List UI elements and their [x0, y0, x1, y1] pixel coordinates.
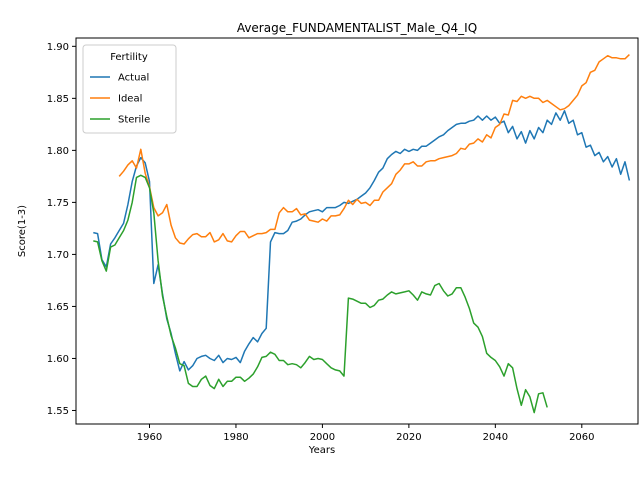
plot-frame [75, 37, 639, 425]
series-line-sterile [93, 174, 548, 414]
legend: Fertility Actual Ideal Sterile [82, 44, 177, 134]
x-tick-label: 2040 [483, 432, 508, 443]
y-tick-label: 1.90 [47, 42, 69, 53]
legend-label-ideal: Ideal [118, 94, 142, 105]
y-tick-label: 1.60 [47, 354, 69, 365]
y-tick-label: 1.65 [47, 302, 69, 313]
legend-entries: Actual Ideal Sterile [90, 73, 150, 126]
y-tick-label: 1.55 [47, 406, 69, 417]
y-axis: 1.55 1.60 1.65 1.70 1.75 1.80 1.85 1.90 [47, 42, 76, 417]
y-tick-label: 1.70 [47, 250, 69, 261]
x-tick-label: 1980 [223, 432, 248, 443]
legend-label-sterile: Sterile [118, 115, 150, 126]
y-tick-label: 1.75 [47, 198, 69, 209]
series-line-ideal [118, 54, 630, 245]
x-axis: 1960 1980 2000 2020 2040 2060 [137, 424, 595, 443]
y-tick-label: 1.80 [47, 146, 69, 157]
x-tick-label: 2020 [396, 432, 421, 443]
x-tick-label: 2060 [569, 432, 594, 443]
x-tick-label: 2000 [310, 432, 335, 443]
y-axis-label: Score(1-3) [17, 205, 28, 257]
x-tick-label: 1960 [137, 432, 162, 443]
plot-lines [93, 54, 631, 414]
y-tick-label: 1.85 [47, 94, 69, 105]
x-axis-label: Years [308, 445, 335, 456]
legend-title: Fertility [110, 52, 148, 63]
legend-label-actual: Actual [118, 73, 149, 84]
chart-title: Average_FUNDAMENTALIST_Male_Q4_IQ [237, 21, 477, 35]
legend-box [82, 44, 177, 134]
